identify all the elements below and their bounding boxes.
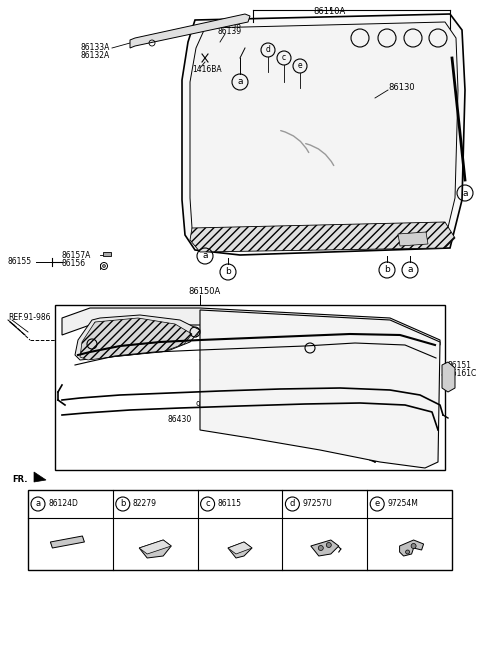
Text: 86132A: 86132A — [81, 50, 110, 59]
Text: 98142: 98142 — [200, 323, 224, 333]
Polygon shape — [34, 472, 46, 482]
Text: 97257U: 97257U — [302, 499, 332, 509]
Circle shape — [326, 542, 331, 548]
Text: b: b — [384, 33, 390, 42]
Text: 97254M: 97254M — [387, 499, 418, 509]
Text: 86157A: 86157A — [62, 250, 91, 259]
Polygon shape — [139, 540, 171, 558]
Text: 86150A: 86150A — [188, 288, 220, 297]
Circle shape — [318, 546, 324, 550]
Text: 86139: 86139 — [218, 27, 242, 37]
Circle shape — [411, 544, 416, 548]
Polygon shape — [399, 540, 423, 556]
Polygon shape — [228, 542, 252, 558]
Text: 82279: 82279 — [133, 499, 157, 509]
Text: 86155: 86155 — [8, 258, 32, 267]
Polygon shape — [442, 362, 455, 392]
Text: a: a — [36, 499, 41, 509]
Text: 86151: 86151 — [447, 361, 471, 370]
Text: 98142: 98142 — [314, 340, 338, 349]
Polygon shape — [311, 540, 339, 556]
Text: 98516: 98516 — [80, 342, 104, 351]
Text: a: a — [237, 78, 243, 87]
Text: 86430: 86430 — [168, 415, 192, 424]
Text: 98650: 98650 — [195, 400, 219, 409]
Text: 86133A: 86133A — [81, 44, 110, 53]
Text: d: d — [290, 499, 295, 509]
Text: 1416BA: 1416BA — [192, 65, 222, 74]
Text: d: d — [435, 33, 441, 42]
Text: a: a — [407, 265, 413, 274]
Text: e: e — [374, 499, 380, 509]
Text: 86124D: 86124D — [48, 499, 78, 509]
Text: 86130: 86130 — [388, 83, 415, 93]
Text: 86138: 86138 — [218, 20, 242, 29]
Polygon shape — [200, 310, 440, 468]
Text: a: a — [202, 252, 208, 261]
Polygon shape — [80, 318, 192, 360]
Polygon shape — [182, 14, 465, 255]
Polygon shape — [398, 232, 428, 246]
Polygon shape — [75, 315, 200, 360]
Polygon shape — [139, 540, 171, 554]
Text: 86156: 86156 — [62, 259, 86, 269]
Circle shape — [103, 265, 106, 267]
Polygon shape — [228, 542, 252, 554]
FancyBboxPatch shape — [103, 252, 111, 256]
Text: 12492: 12492 — [338, 428, 362, 436]
Text: a: a — [357, 33, 363, 42]
Polygon shape — [130, 14, 250, 48]
Text: 86152: 86152 — [285, 355, 309, 364]
Polygon shape — [190, 222, 455, 252]
Circle shape — [406, 550, 409, 554]
Polygon shape — [62, 308, 440, 345]
Text: b: b — [225, 267, 231, 276]
Text: b: b — [384, 265, 390, 274]
Text: REF.91-986: REF.91-986 — [8, 314, 50, 323]
Text: e: e — [298, 61, 302, 70]
Polygon shape — [50, 536, 84, 548]
Text: c: c — [282, 53, 286, 63]
Text: 86110A: 86110A — [314, 7, 346, 16]
Text: FR.: FR. — [12, 475, 27, 484]
Text: d: d — [265, 46, 270, 55]
Text: 86161C: 86161C — [447, 368, 476, 378]
Text: a: a — [462, 188, 468, 198]
Polygon shape — [190, 22, 458, 246]
Text: c: c — [205, 499, 210, 509]
Text: c: c — [410, 33, 416, 42]
Text: b: b — [120, 499, 125, 509]
Text: 86115: 86115 — [217, 499, 241, 509]
